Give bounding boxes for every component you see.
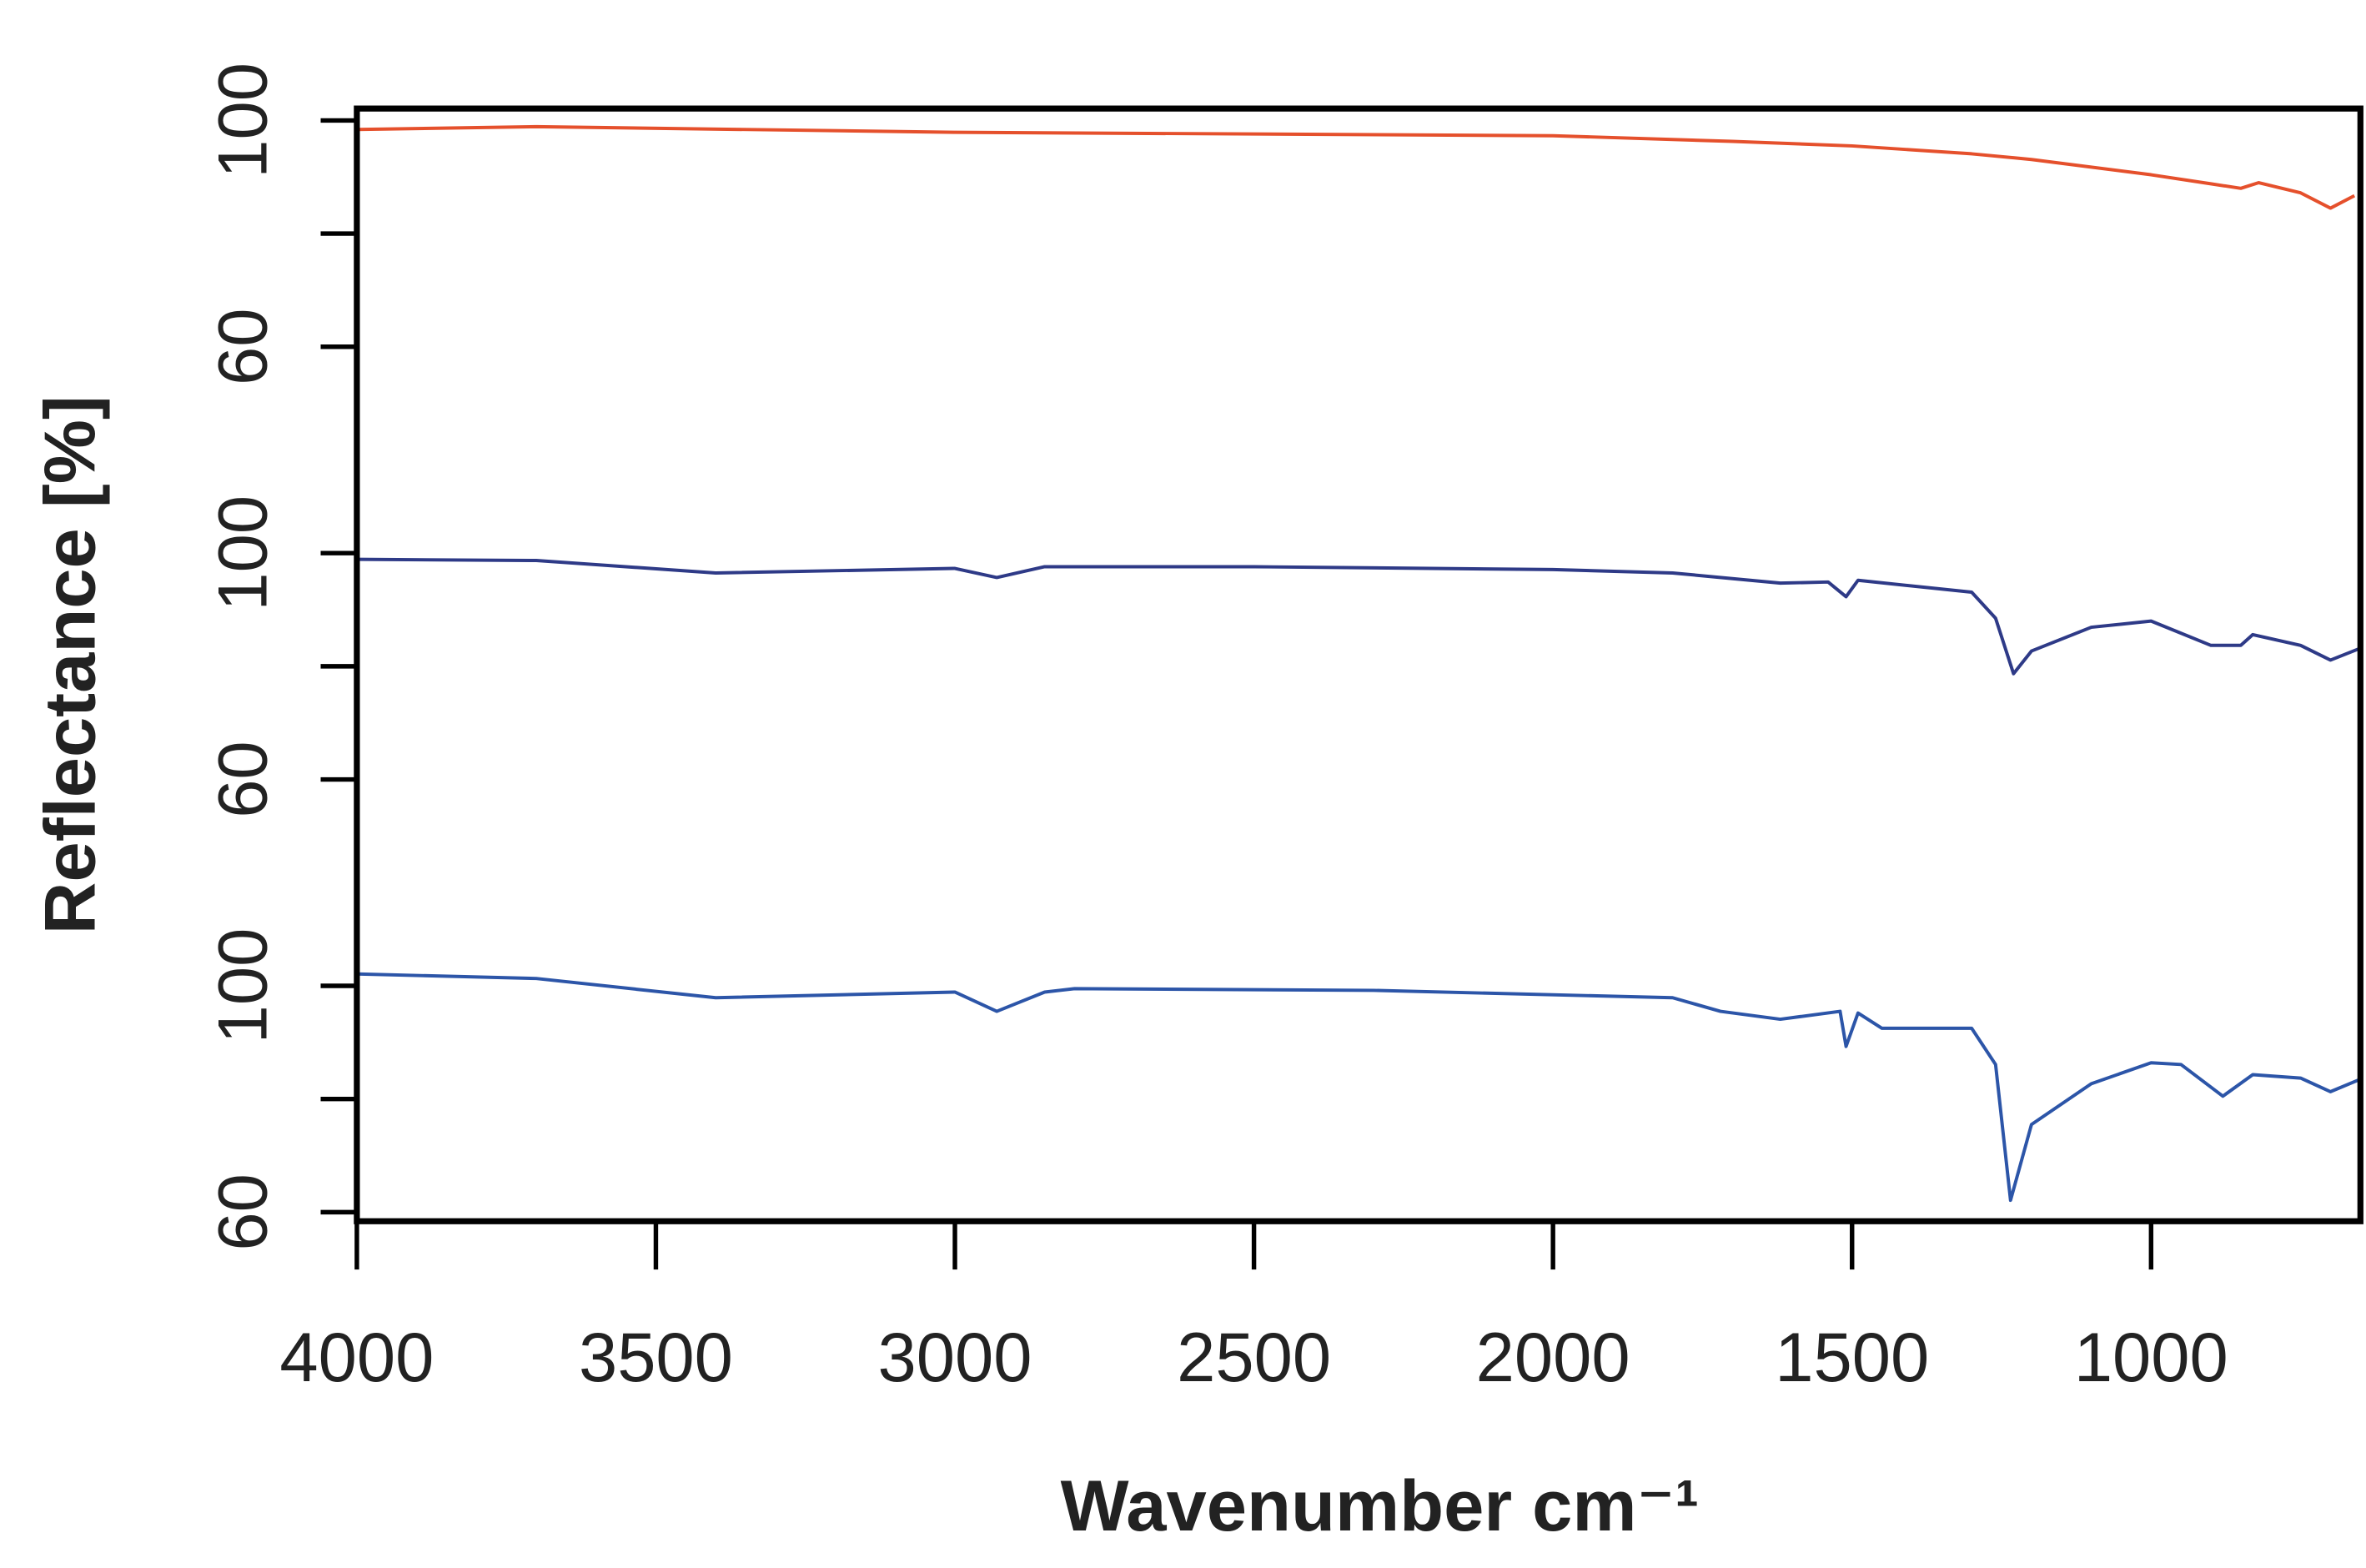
x-tick-label: 1500	[1775, 1319, 1929, 1396]
y-tick-label: 100	[203, 63, 281, 178]
spectrum-line	[356, 557, 2362, 676]
x-tick-label: 2000	[1476, 1319, 1630, 1396]
y-tick-label: 60	[203, 309, 281, 385]
x-tick-label: 3500	[579, 1319, 733, 1396]
y-axis-title: Reflectance [%]	[29, 395, 110, 934]
y-tick-label: 100	[203, 495, 281, 611]
y-tick-label: 60	[203, 741, 281, 817]
plot-frame	[354, 105, 2363, 1224]
x-tick-label: 4000	[279, 1319, 434, 1396]
spectrum-line	[356, 124, 2356, 210]
x-tick-label: 3000	[878, 1319, 1032, 1396]
x-axis-title: Wavenumber cm⁻¹	[1061, 1465, 1700, 1546]
x-tick-label: 1000	[2074, 1319, 2228, 1396]
y-tick-label: 60	[203, 1173, 281, 1250]
spectrum-line	[356, 972, 2362, 1203]
x-tick-label: 2500	[1177, 1319, 1331, 1396]
y-tick-label: 100	[203, 928, 281, 1044]
